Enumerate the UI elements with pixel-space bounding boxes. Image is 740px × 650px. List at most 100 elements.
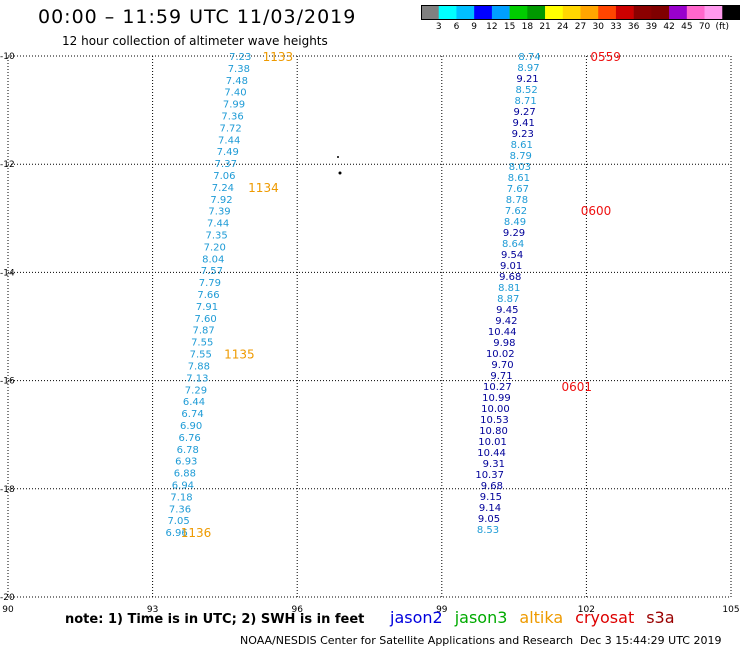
wave-height-value: 9.98 [493, 338, 515, 349]
longitude-tick-label: 96 [291, 605, 303, 615]
wave-height-value: 7.44 [218, 135, 240, 146]
wave-height-value: 6.76 [179, 433, 201, 444]
mission-legend: jason2 jason3 altika cryosat s3a [390, 608, 687, 627]
latitude-tick-label: -14 [0, 268, 15, 278]
scale-swatch [474, 5, 493, 20]
longitude-tick-label: 102 [578, 605, 595, 615]
wave-height-value: 7.88 [188, 361, 210, 372]
mission-label-jason2: jason2 [390, 608, 443, 627]
scale-swatch [704, 5, 723, 20]
wave-height-value: 6.94 [172, 480, 194, 491]
wave-height-value: 7.49 [217, 147, 239, 158]
scale-swatch [598, 5, 617, 20]
pass-time-label: 0559 [590, 50, 621, 64]
scale-label: 36 [627, 22, 640, 32]
latitude-tick-label: -12 [0, 160, 15, 170]
wave-height-value: 7.62 [505, 206, 527, 217]
mission-label-cryosat: cryosat [575, 608, 635, 627]
scale-swatch [545, 5, 564, 20]
wave-height-value: 6.90 [180, 421, 202, 432]
wave-height-value: 10.01 [478, 437, 507, 448]
wave-height-value: 6.78 [177, 445, 199, 456]
wave-height-value: 8.61 [511, 140, 533, 151]
wave-height-value: 7.36 [169, 504, 191, 515]
scale-label: 45 [681, 22, 693, 32]
wave-height-value: 7.39 [208, 207, 230, 218]
wave-height-value: 7.66 [197, 290, 219, 301]
wave-height-value: 10.44 [488, 327, 517, 338]
page-subtitle: 12 hour collection of altimeter wave hei… [62, 34, 328, 48]
wave-height-value: 8.64 [502, 239, 524, 250]
pass-time-label: 0600 [581, 204, 612, 218]
wave-height-value: 9.31 [483, 459, 505, 470]
color-scale-labels: 3 6 9 12 15 18 21 24 27 30 33 36 39 42 45 70 (ft) [421, 22, 740, 34]
scale-swatch [686, 5, 705, 20]
wave-height-value: 9.68 [499, 272, 521, 283]
scale-label: 15 [503, 22, 516, 32]
wave-height-value: 7.99 [223, 100, 245, 111]
wave-height-value: 7.13 [186, 373, 208, 384]
wave-height-value: 6.96 [166, 528, 188, 539]
wave-height-value: 10.02 [486, 349, 515, 360]
wave-height-value: 7.40 [224, 88, 246, 99]
latitude-tick-label: -18 [0, 485, 15, 495]
wave-height-value: 10.99 [482, 393, 511, 404]
latitude-tick-label: -16 [0, 377, 15, 387]
scale-label: (ft) [715, 22, 730, 32]
wave-height-value: 9.23 [512, 129, 534, 140]
wave-height-value: 10.44 [477, 448, 506, 459]
wave-height-value: 7.92 [210, 195, 232, 206]
mission-label-s3a: s3a [646, 608, 675, 627]
wave-height-value: 9.70 [491, 360, 513, 371]
scale-label: 30 [592, 22, 604, 32]
scale-label: 27 [574, 22, 587, 32]
scale-label: 9 [471, 22, 478, 32]
wave-height-value: 6.44 [183, 397, 205, 408]
longitude-tick-label: 105 [722, 605, 739, 615]
scale-swatch [562, 5, 581, 20]
credit-text: NOAA/NESDIS Center for Satellite Applica… [240, 634, 574, 647]
wave-height-value: 7.48 [226, 76, 248, 87]
scale-swatch [633, 5, 652, 20]
wave-height-value: 7.35 [206, 231, 228, 242]
scale-swatch [615, 5, 634, 20]
wave-height-value: 7.05 [167, 516, 189, 527]
scale-label: 18 [521, 22, 534, 32]
pass-time-label: 1135 [224, 348, 255, 362]
wave-height-value: 7.20 [204, 242, 226, 253]
longitude-tick-label: 90 [2, 605, 14, 615]
wave-height-value: 8.61 [508, 173, 530, 184]
wave-height-value: 8.87 [497, 294, 519, 305]
wave-height-value: 7.72 [220, 123, 242, 134]
wave-height-value: 8.79 [510, 151, 532, 162]
wave-height-value: 9.15 [480, 492, 502, 503]
map-frame [7, 55, 732, 598]
scale-swatch [438, 5, 457, 20]
wave-height-value: 9.68 [481, 481, 503, 492]
scale-swatch [580, 5, 599, 20]
wave-height-value: 7.24 [212, 183, 234, 194]
wave-height-value: 7.57 [201, 266, 223, 277]
wave-height-value: 9.27 [514, 107, 536, 118]
scale-label: 12 [486, 22, 498, 32]
pass-time-label: 1133 [263, 50, 294, 64]
wave-height-value: 7.06 [213, 171, 235, 182]
wave-height-value: 8.71 [514, 96, 536, 107]
wave-height-value: 8.52 [515, 85, 537, 96]
notes-line: note: 1) Time is in UTC; 2) SWH is in fe… [65, 612, 364, 627]
pass-time-label: 1134 [248, 181, 279, 195]
wave-height-value: 9.45 [496, 305, 518, 316]
island-mark [337, 156, 339, 158]
wave-height-value: 7.18 [170, 492, 192, 503]
generation-timestamp: Dec 3 15:44:29 UTC 2019 [580, 634, 722, 647]
wave-height-value: 10.53 [480, 415, 509, 426]
wave-height-value: 8.78 [506, 195, 528, 206]
mission-label-altika: altika [519, 608, 564, 627]
wave-height-value: 7.44 [207, 219, 229, 230]
scale-label: 42 [663, 22, 675, 32]
scale-swatch [669, 5, 688, 20]
wave-height-value: 9.41 [513, 118, 535, 129]
longitude-tick-label: 93 [147, 605, 158, 615]
wave-height-value: 9.29 [503, 228, 525, 239]
